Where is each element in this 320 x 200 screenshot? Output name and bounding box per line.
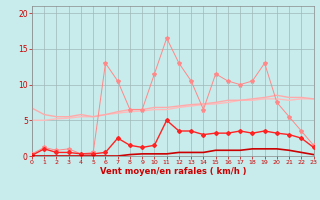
X-axis label: Vent moyen/en rafales ( km/h ): Vent moyen/en rafales ( km/h ) [100,167,246,176]
